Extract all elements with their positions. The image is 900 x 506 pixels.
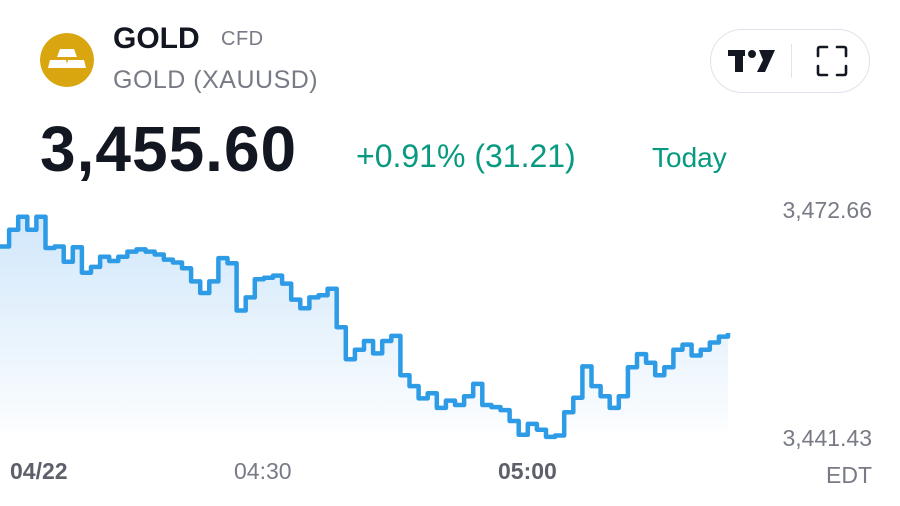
series-line [0,214,731,440]
y-tick-low: 3,441.43 [782,425,872,451]
last-price: 3,455.60 [40,113,298,185]
gold-bars-icon [40,33,94,87]
instrument-type: CFD [221,28,264,50]
tradingview-button[interactable] [717,30,787,92]
x-tick-0500: 05:00 [498,458,557,484]
fullscreen-icon [816,45,848,77]
x-tick-0430: 04:30 [234,458,292,484]
series-area-fill [0,216,728,437]
x-tick-date: 04/22 [10,458,68,484]
tradingview-logo-icon [728,50,775,72]
chart-toolbar [710,29,870,93]
toolbar-divider [791,44,792,78]
y-tick-high: 3,472.66 [782,197,872,223]
change-period: Today [652,142,727,173]
price-change: +0.91% (31.21) [356,138,576,174]
symbol-fullname: GOLD (XAUUSD) [113,66,319,94]
timezone-label: EDT [826,462,872,488]
fullscreen-button[interactable] [797,30,867,92]
symbol-name: GOLD [113,22,200,55]
